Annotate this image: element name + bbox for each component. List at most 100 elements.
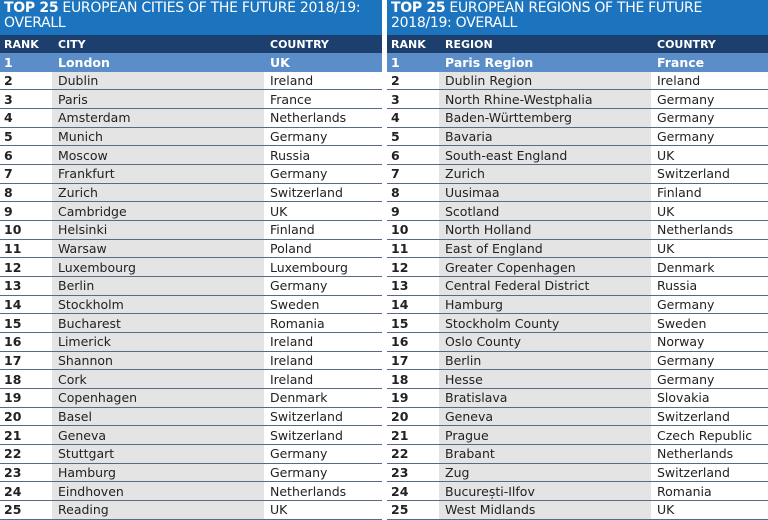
name-cell: Cambridge bbox=[52, 202, 264, 221]
rank-cell: 23 bbox=[391, 465, 409, 481]
country-cell: Germany bbox=[657, 129, 715, 145]
name-cell: Hesse bbox=[439, 370, 651, 389]
table-row: 19 Bratislava Slovakia bbox=[387, 389, 768, 408]
name-cell: Hamburg bbox=[52, 463, 264, 482]
rank-cell: 17 bbox=[391, 353, 409, 369]
rank-cell: 19 bbox=[4, 390, 22, 406]
rank-cell: 13 bbox=[391, 278, 409, 294]
table-row: 25 Reading UK bbox=[0, 501, 382, 520]
column-header: REGION bbox=[445, 37, 493, 51]
table-row: 9 Scotland UK bbox=[387, 202, 768, 222]
country-cell: Germany bbox=[270, 278, 328, 294]
country-cell: Poland bbox=[270, 241, 312, 257]
rank-cell: 22 bbox=[391, 446, 409, 462]
rank-cell: 15 bbox=[391, 315, 409, 331]
table-row: 8 Zurich Switzerland bbox=[0, 183, 382, 203]
rank-cell: 16 bbox=[391, 334, 409, 350]
table-row: 19 Copenhagen Denmark bbox=[0, 389, 382, 408]
name-cell: Uusimaa bbox=[439, 183, 651, 202]
country-cell: UK bbox=[657, 147, 675, 163]
country-cell: Sweden bbox=[657, 315, 707, 331]
rank-cell: 8 bbox=[4, 185, 13, 201]
country-cell: Germany bbox=[270, 465, 328, 481]
name-cell: Central Federal District bbox=[439, 277, 651, 295]
table-row: 22 Brabant Netherlands bbox=[387, 445, 768, 464]
country-cell: Switzerland bbox=[270, 409, 343, 425]
table-row: 8 Uusimaa Finland bbox=[387, 183, 768, 203]
rank-cell: 6 bbox=[4, 147, 13, 163]
table-row: 25 West Midlands UK bbox=[387, 501, 768, 520]
country-cell: Switzerland bbox=[270, 427, 343, 443]
name-cell: Cork bbox=[52, 370, 264, 389]
table-row: 3 North Rhine-Westphalia Germany bbox=[387, 90, 768, 110]
name-cell: Stockholm bbox=[52, 295, 264, 314]
name-cell: Stockholm County bbox=[439, 314, 651, 333]
table-row: 4 Baden-Württemberg Germany bbox=[387, 109, 768, 128]
table-row: 16 Limerick Ireland bbox=[0, 333, 382, 352]
name-cell: Zurich bbox=[439, 165, 651, 183]
rank-cell: 13 bbox=[4, 278, 22, 294]
rank-cell: 11 bbox=[4, 241, 22, 257]
rank-cell: 7 bbox=[4, 166, 13, 182]
table-row: 3 Paris France bbox=[0, 90, 382, 110]
table-row: 17 Berlin Germany bbox=[387, 351, 768, 371]
rank-cell: 9 bbox=[391, 203, 400, 219]
name-cell: Reading bbox=[52, 501, 264, 519]
name-cell: Frankfurt bbox=[52, 165, 264, 183]
regions-table: TOP 25 EUROPEAN REGIONS OF THE FUTURE 20… bbox=[387, 0, 768, 520]
country-cell: Switzerland bbox=[270, 185, 343, 201]
rank-cell: 21 bbox=[391, 427, 409, 443]
country-cell: Switzerland bbox=[657, 465, 730, 481]
name-cell: Stuttgart bbox=[52, 445, 264, 463]
country-cell: Netherlands bbox=[657, 222, 734, 238]
name-cell: Zurich bbox=[52, 183, 264, 202]
rank-cell: 20 bbox=[391, 409, 409, 425]
rank-cell: 3 bbox=[391, 91, 400, 107]
rank-cell: 23 bbox=[4, 465, 22, 481]
name-cell: Zug bbox=[439, 463, 651, 482]
name-cell: Baden-Württemberg bbox=[439, 109, 651, 127]
country-cell: Russia bbox=[270, 147, 311, 163]
rank-cell: 18 bbox=[391, 371, 409, 387]
table-row: 13 Central Federal District Russia bbox=[387, 277, 768, 296]
rank-cell: 6 bbox=[391, 147, 400, 163]
table-row: 23 Hamburg Germany bbox=[0, 463, 382, 483]
table-row: 11 East of England UK bbox=[387, 239, 768, 259]
table-row: 10 North Holland Netherlands bbox=[387, 221, 768, 240]
rank-cell: 1 bbox=[391, 54, 400, 70]
table-row: 2 Dublin Region Ireland bbox=[387, 71, 768, 91]
header-row: RANK REGION COUNTRY bbox=[387, 35, 768, 53]
rank-cell: 24 bbox=[4, 483, 22, 499]
country-cell: UK bbox=[657, 241, 675, 257]
name-cell: Helsinki bbox=[52, 221, 264, 239]
rank-cell: 18 bbox=[4, 371, 22, 387]
name-cell: Oslo County bbox=[439, 333, 651, 351]
country-cell: Denmark bbox=[270, 390, 328, 406]
country-cell: Germany bbox=[657, 297, 715, 313]
name-cell: Geneva bbox=[439, 407, 651, 426]
table-row: 12 Greater Copenhagen Denmark bbox=[387, 258, 768, 278]
rank-cell: 2 bbox=[391, 73, 400, 88]
country-cell: Slovakia bbox=[657, 390, 710, 406]
rank-cell: 21 bbox=[4, 427, 22, 443]
rank-cell: 4 bbox=[391, 110, 400, 126]
name-cell: Luxembourg bbox=[52, 258, 264, 277]
rank-cell: 3 bbox=[4, 91, 13, 107]
rank-cell: 9 bbox=[4, 203, 13, 219]
country-cell: Luxembourg bbox=[270, 259, 348, 275]
country-cell: Netherlands bbox=[270, 483, 347, 499]
rank-cell: 20 bbox=[4, 409, 22, 425]
country-cell: Ireland bbox=[657, 73, 701, 88]
country-cell: France bbox=[270, 91, 312, 107]
table-row: 13 Berlin Germany bbox=[0, 277, 382, 296]
table-row: 14 Stockholm Sweden bbox=[0, 295, 382, 315]
name-cell: North Rhine-Westphalia bbox=[439, 90, 651, 109]
country-cell: Germany bbox=[657, 371, 715, 387]
table-row: 21 Prague Czech Republic bbox=[387, 426, 768, 446]
table-row: 2 Dublin Ireland bbox=[0, 71, 382, 91]
rank-cell: 16 bbox=[4, 334, 22, 350]
name-cell: Scotland bbox=[439, 202, 651, 221]
country-cell: Netherlands bbox=[657, 446, 734, 462]
name-cell: Moscow bbox=[52, 146, 264, 165]
table-row: 15 Stockholm County Sweden bbox=[387, 314, 768, 334]
